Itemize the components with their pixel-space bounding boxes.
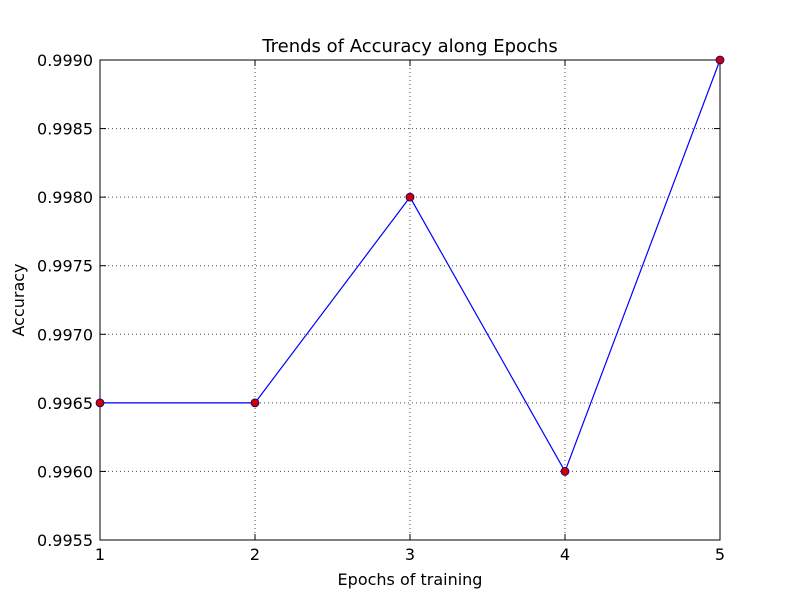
accuracy-point: [560, 467, 570, 476]
x-tick-label: 5: [715, 545, 725, 564]
y-tick-label: 0.9985: [37, 120, 93, 139]
y-tick-label: 0.9990: [37, 51, 93, 70]
x-tick-label: 2: [250, 545, 260, 564]
accuracy-point: [715, 55, 725, 65]
x-tick-label: 3: [405, 545, 415, 564]
y-tick-labels: 0.9955 0.9960 0.9965 0.9970 0.9975 0.9980 0.99…: [37, 51, 93, 550]
accuracy-point: [95, 398, 105, 408]
chart-title: Trends of Accuracy along Epochs: [261, 36, 557, 57]
y-tick-label: 0.9980: [37, 188, 93, 207]
y-tick-label: 0.9955: [37, 531, 93, 550]
series-layer: [95, 55, 725, 476]
y-tick-label: 0.9960: [37, 462, 93, 481]
x-tick-label: 1: [95, 545, 105, 564]
y-axis-label: Accuracy: [9, 263, 28, 336]
x-axis-label: Epochs of training: [338, 570, 483, 589]
grid: [99, 59, 721, 541]
accuracy-point: [405, 192, 415, 202]
x-tick-label: 4: [560, 545, 570, 564]
plot-frame: [99, 59, 721, 541]
y-tick-label: 0.9970: [37, 325, 93, 344]
y-tick-label: 0.9965: [37, 394, 93, 413]
x-tick-labels: 1 2 3 4 5: [95, 545, 725, 564]
accuracy-point: [250, 398, 260, 408]
y-tick-label: 0.9975: [37, 257, 93, 276]
